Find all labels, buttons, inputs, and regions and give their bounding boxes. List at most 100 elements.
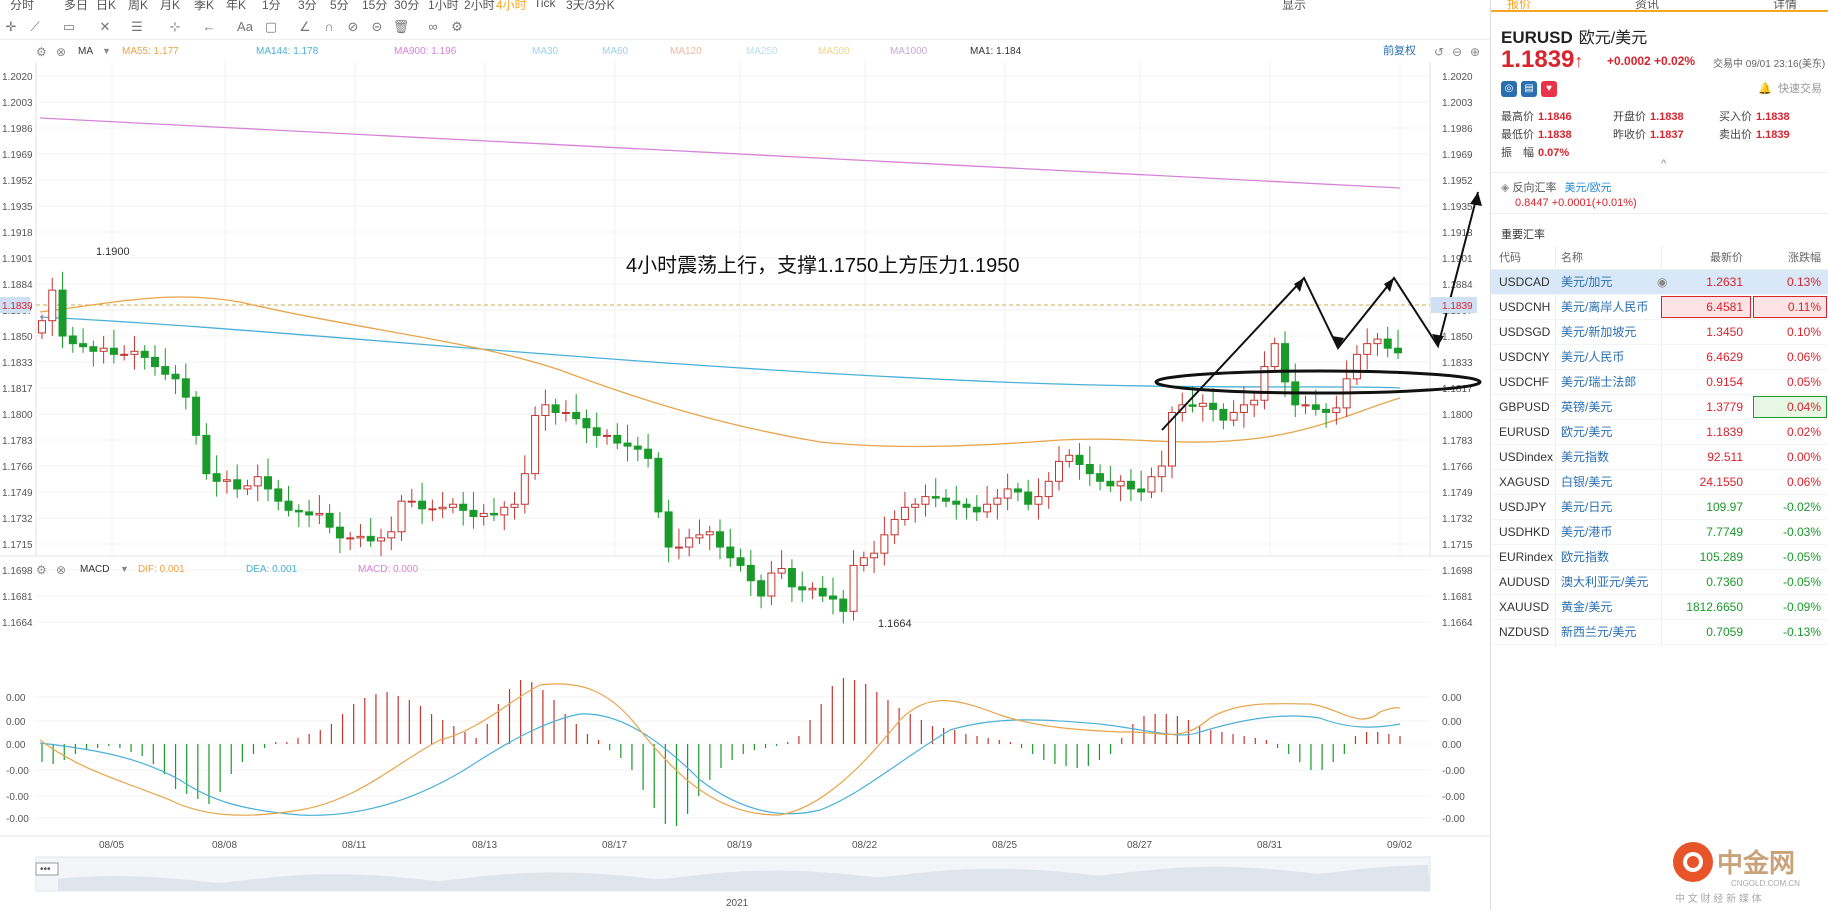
candle-body xyxy=(644,448,653,459)
cell-code: USDindex xyxy=(1499,450,1554,464)
period-tab[interactable]: 年K xyxy=(226,0,247,12)
time-navigator[interactable]: ••• 2021 xyxy=(35,856,1431,909)
measure-icon[interactable]: ⊹ xyxy=(169,19,181,34)
table-row[interactable]: USDCNY 美元/人民币 6.4629 0.06% xyxy=(1491,345,1828,370)
table-row[interactable]: XAGUSD 白银/美元 24.1550 0.06% xyxy=(1491,470,1828,495)
table-row[interactable]: AUDUSD 澳大利亚元/美元 0.7360 -0.05% xyxy=(1491,570,1828,595)
quick-trade[interactable]: 🔔 快速交易 xyxy=(1758,80,1822,96)
table-row[interactable]: EURindex 欧元指数 105.289 -0.05% xyxy=(1491,545,1828,570)
collapse-icon[interactable]: ^ xyxy=(1661,158,1667,170)
column-header[interactable]: 最新价 xyxy=(1710,252,1743,264)
y-tick: 1.1833 xyxy=(1442,358,1473,369)
candle-body xyxy=(623,442,632,447)
reverse-label: 反向汇率 xyxy=(1512,182,1557,194)
cell-name: 美元/加元 xyxy=(1561,275,1613,289)
x-tick: 08/11 xyxy=(342,840,367,851)
candle-body xyxy=(58,289,67,337)
y-tick: 1.1969 xyxy=(1442,150,1473,161)
period-tab[interactable]: 季K xyxy=(194,0,215,12)
lock-icon[interactable]: ⊘ xyxy=(347,19,359,34)
heart-icon[interactable]: ♥ xyxy=(1541,81,1557,97)
period-tab[interactable]: 月K xyxy=(160,0,181,12)
period-tab[interactable]: 1小时 xyxy=(428,0,459,12)
period-tab[interactable]: 5分 xyxy=(330,0,349,12)
candle-body xyxy=(479,512,488,517)
period-tab[interactable]: 1分 xyxy=(262,0,281,12)
period-tab[interactable]: 多日 xyxy=(64,0,89,12)
reverse-pair[interactable]: 美元/欧元 xyxy=(1564,182,1612,194)
period-tab[interactable]: 日K xyxy=(96,0,117,12)
period-tab[interactable]: 分时 xyxy=(10,0,35,12)
bell-icon[interactable]: 🔔 xyxy=(1758,83,1772,95)
action-icons: ◎ ▤ ♥ xyxy=(1501,80,1561,98)
column-header[interactable]: 涨跌幅 xyxy=(1788,252,1821,264)
period-tab[interactable]: 4小时 xyxy=(496,0,527,12)
link-icon[interactable]: ∞ xyxy=(428,19,438,34)
settings-icon[interactable]: ⚙ xyxy=(451,19,463,34)
zoom-in-icon[interactable]: ⊕ xyxy=(1470,45,1480,59)
period-tab[interactable]: 30分 xyxy=(394,0,420,12)
table-row[interactable]: XAUUSD 黄金/美元 1812.6650 -0.09% xyxy=(1491,595,1828,620)
y-tick: 1.1850 xyxy=(2,332,33,343)
period-tab[interactable]: 周K xyxy=(128,0,149,12)
note-icon[interactable]: ▤ xyxy=(1521,81,1537,97)
table-row[interactable]: EURUSD 欧元/美元 1.1839 0.02% xyxy=(1491,420,1828,445)
period-tab[interactable]: 15分 xyxy=(362,0,388,12)
rectangle-icon[interactable]: ▭ xyxy=(62,19,76,34)
period-tab[interactable]: Tick xyxy=(534,0,556,10)
panel-tabs: 报价 资讯 详情 xyxy=(1491,0,1828,12)
table-row[interactable]: USDCAD 美元/加元 1.2631 0.13% ◉ xyxy=(1491,270,1828,295)
table-row[interactable]: USDCHF 美元/瑞士法郎 0.9154 0.05% xyxy=(1491,370,1828,395)
candle-body xyxy=(212,473,221,482)
ma55-label: MA55: 1.177 xyxy=(122,46,179,57)
y-tick: 1.2020 xyxy=(1442,72,1473,83)
analysis-note: 4小时震荡上行，支撑1.1750上方压力1.1950 xyxy=(626,254,1019,277)
hide-icon[interactable]: ⊝ xyxy=(371,19,383,34)
cell-name: 白银/美元 xyxy=(1561,475,1613,489)
zoom-out-icon[interactable]: ⊖ xyxy=(1452,45,1462,59)
column-header[interactable]: 代码 xyxy=(1499,252,1521,264)
table-row[interactable]: USDHKD 美元/港币 7.7749 -0.03% xyxy=(1491,520,1828,545)
globe-icon[interactable]: ◎ xyxy=(1501,81,1517,97)
navigator-menu-button[interactable] xyxy=(35,862,59,876)
chart-canvas[interactable]: ⚙ ⊗ MA ▼ MA55: 1.177 MA144: 1.178 MA900:… xyxy=(0,40,1490,910)
candle-body xyxy=(808,587,817,591)
candle-body xyxy=(1383,338,1392,349)
text-tool-icon[interactable]: Aa xyxy=(237,19,253,34)
candle-body xyxy=(849,564,858,612)
trendline-icon[interactable]: ⟋ xyxy=(30,19,40,34)
adjust-button[interactable]: 前复权 xyxy=(1383,43,1416,57)
table-row[interactable]: USDCNH 美元/离岸人民币 6.4581 0.11% xyxy=(1491,295,1828,320)
table-row[interactable]: NZDUSD 新西兰元/美元 0.7059 -0.13% xyxy=(1491,620,1828,645)
y-tick: 1.1783 xyxy=(1442,436,1473,447)
undo-icon[interactable]: ↺ xyxy=(1434,45,1444,59)
candle-body xyxy=(490,512,498,516)
table-row[interactable]: USDJPY 美元/日元 109.97 -0.02% xyxy=(1491,495,1828,520)
column-header[interactable]: 名称 xyxy=(1561,252,1583,264)
eye-icon[interactable]: ◉ xyxy=(1657,275,1668,289)
arrow-left-icon[interactable]: ← xyxy=(202,19,216,34)
lines-icon[interactable]: ☰ xyxy=(131,19,143,34)
comment-icon[interactable]: ▢ xyxy=(264,19,278,34)
table-row[interactable]: GBPUSD 英镑/美元 1.3779 0.04% xyxy=(1491,395,1828,420)
display-menu[interactable]: 显示 xyxy=(1282,0,1307,12)
period-tab[interactable]: 3天/3分K xyxy=(566,0,615,12)
chart-area[interactable]: ⚙ ⊗ MA ▼ MA55: 1.177 MA144: 1.178 MA900:… xyxy=(0,40,1490,910)
trash-icon[interactable]: 🗑 xyxy=(392,19,410,34)
crosshair-icon[interactable]: ✛ xyxy=(5,19,17,34)
tab-quote[interactable]: 报价 xyxy=(1507,0,1532,11)
table-row[interactable]: USDindex 美元指数 92.511 0.00% xyxy=(1491,445,1828,470)
fib-icon[interactable]: ✕ xyxy=(99,19,111,34)
period-tab[interactable]: 3分 xyxy=(298,0,317,12)
important-rates-title: 重要汇率 xyxy=(1501,229,1545,241)
period-tab[interactable]: 2小时 xyxy=(464,0,495,12)
tab-detail[interactable]: 详情 xyxy=(1773,0,1798,11)
price-grid xyxy=(0,62,1490,837)
magnet-icon[interactable]: ∩ xyxy=(324,19,334,34)
table-row[interactable]: USDSGD 美元/新加坡元 1.3450 0.10% xyxy=(1491,320,1828,345)
cell-price: 6.4581 xyxy=(1706,300,1743,314)
pen-icon[interactable]: ∠ xyxy=(299,19,311,34)
stat-label: 买入价 xyxy=(1719,111,1752,123)
candle-body xyxy=(1034,496,1043,505)
tab-news[interactable]: 资讯 xyxy=(1635,0,1660,11)
